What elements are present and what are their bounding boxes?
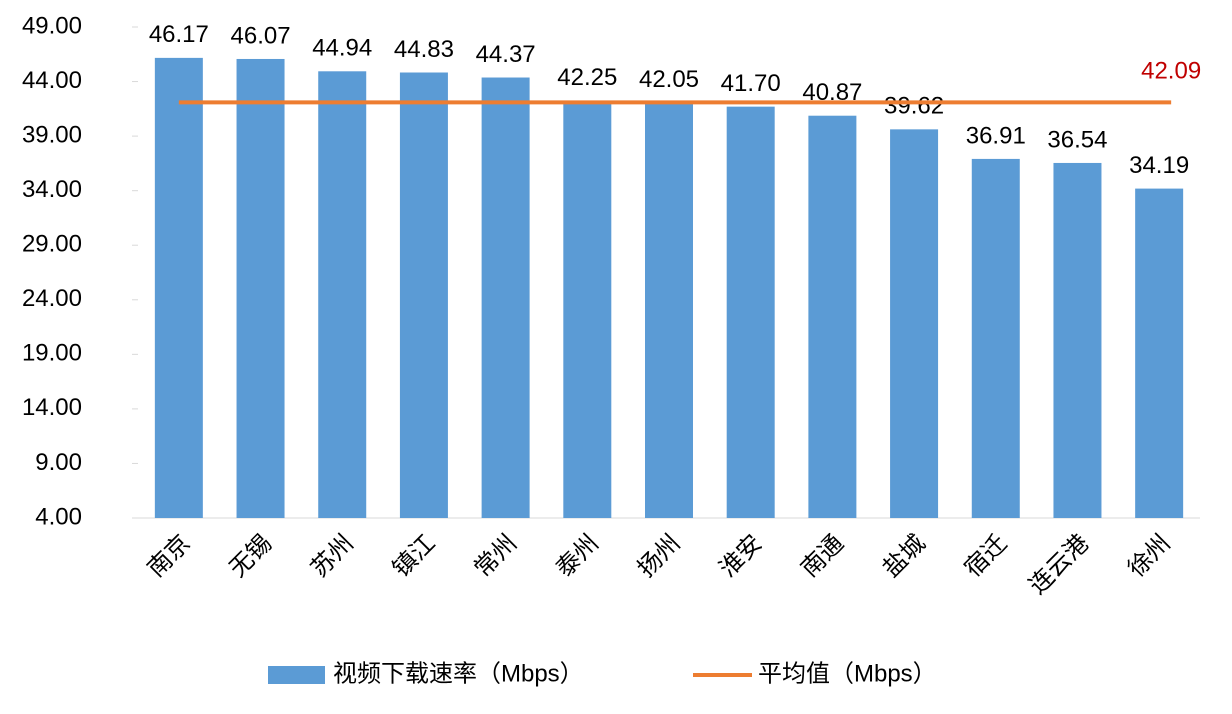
bar [1053,162,1102,518]
x-tick-label: 宿迁 [959,530,1012,583]
x-tick-label: 常州 [469,530,522,583]
x-tick-label: 盐城 [878,530,931,583]
y-tick-label: 49.00 [22,12,82,39]
data-label: 44.83 [394,36,454,63]
data-label: 39.62 [884,93,944,120]
x-tick-label: 无锡 [224,530,277,583]
bar [971,158,1020,518]
data-label: 41.70 [721,70,781,97]
bar [318,71,367,519]
data-label: 46.07 [231,22,291,49]
y-tick-label: 34.00 [22,176,82,203]
y-tick-label: 9.00 [35,449,82,476]
data-label: 44.37 [476,41,536,68]
x-tick-label: 南京 [143,530,196,583]
data-label: 34.19 [1129,152,1189,179]
bar [563,100,612,519]
y-tick-label: 39.00 [22,121,82,148]
bar [481,77,530,519]
data-label: 36.91 [966,122,1026,149]
y-tick-label: 19.00 [22,340,82,367]
x-tick-label: 扬州 [633,530,686,583]
legend-label: 平均值（Mbps） [758,660,937,687]
x-tick-label: 镇江 [388,530,441,583]
data-label: 42.05 [639,66,699,93]
y-tick-label: 14.00 [22,394,82,421]
x-tick-label: 淮安 [714,530,767,583]
bar [645,102,693,519]
bar [1135,188,1184,518]
x-tick-label: 泰州 [551,530,604,583]
legend-swatch [268,666,325,684]
bar [154,57,203,518]
legend-label: 视频下载速率（Mbps） [333,660,584,687]
y-tick-label: 29.00 [22,231,82,258]
bar [399,72,448,519]
data-label: 46.17 [149,21,209,48]
bar [890,129,939,518]
x-tick-label: 连云港 [1024,530,1094,600]
y-tick-label: 24.00 [22,285,82,312]
bar [726,106,775,518]
data-label: 42.09 [1141,58,1201,85]
data-label: 36.54 [1047,126,1107,153]
data-label: 42.25 [557,64,617,91]
x-tick-label: 苏州 [306,530,359,583]
x-tick-label: 南通 [796,530,849,583]
x-tick-label: 徐州 [1123,530,1176,583]
y-tick-label: 4.00 [35,503,82,530]
bar [236,58,285,519]
data-label: 44.94 [312,35,372,62]
y-tick-label: 44.00 [22,67,82,94]
bar [808,115,857,518]
